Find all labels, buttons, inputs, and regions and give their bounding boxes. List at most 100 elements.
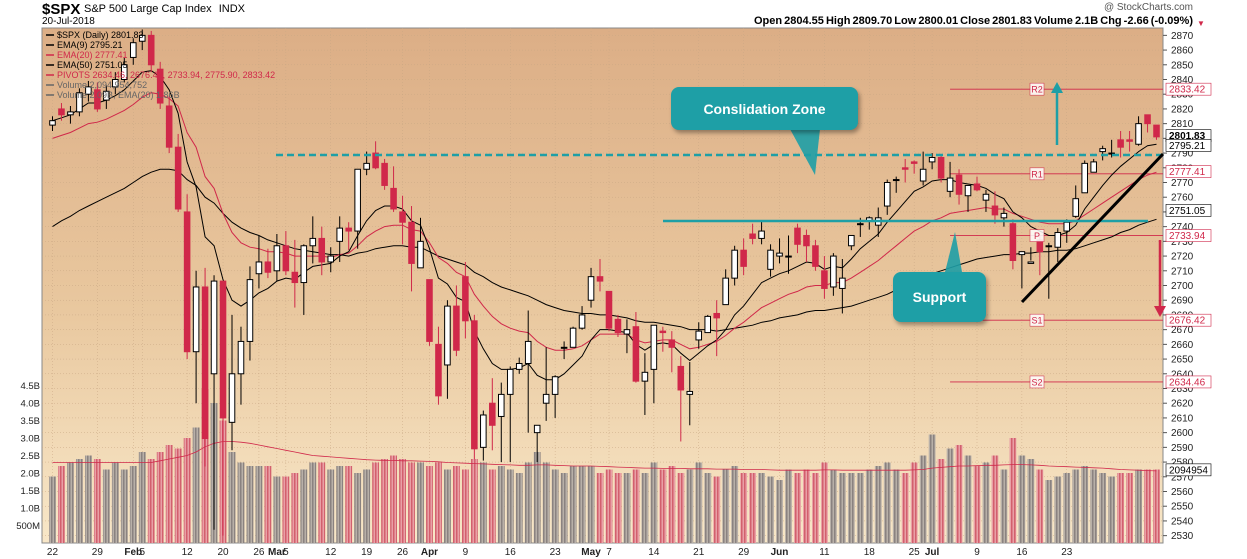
y-tick-label: 2770 (1171, 178, 1194, 189)
candle-body (471, 320, 478, 450)
price-label-box (1165, 82, 1212, 96)
pivot-label: R1 (1031, 169, 1043, 179)
volume-bar (192, 427, 200, 543)
price-label-box (1165, 229, 1212, 242)
volume-bar (946, 448, 954, 543)
candle-body (506, 368, 514, 395)
volume-bar (417, 462, 424, 543)
candle-body (58, 108, 65, 116)
volume-bar (964, 455, 972, 543)
price-label: 2751.05 (1169, 206, 1206, 217)
volume-ema-line (52, 441, 1157, 472)
price-label: 2833.42 (1169, 85, 1206, 96)
y-tick-label: 2560 (1171, 487, 1194, 498)
candle-body (264, 261, 272, 273)
candle-body (569, 327, 577, 348)
volume-bar (803, 469, 810, 543)
symbol-title: $SPX (42, 1, 80, 18)
x-tick-label: 20 (217, 547, 229, 558)
candle-body (551, 376, 559, 395)
candle-body (731, 249, 738, 279)
candle-body (462, 276, 469, 322)
candle-body (129, 42, 137, 58)
x-tick-label: 18 (864, 547, 876, 558)
candle-body (1081, 162, 1088, 194)
candle-body (857, 223, 864, 226)
price-label: 2801.83 (1169, 131, 1206, 142)
watermark: @ StockCharts.com (1103, 2, 1193, 13)
legend-item: EMA(9) 2795.21 (57, 40, 123, 50)
y-tick-label: 2580 (1171, 458, 1194, 469)
candle-body (641, 371, 649, 382)
legend-item: Volume 2.09B, EMA(20) 1.86B (57, 90, 180, 100)
candle-body (318, 237, 326, 263)
x-tick-label: 19 (361, 547, 373, 558)
candle-body (839, 277, 846, 289)
volume-tick-label: 3.5B (20, 416, 40, 427)
volume-bar (67, 462, 74, 543)
candle-body (542, 393, 550, 404)
volume-bar (560, 473, 568, 543)
pivot-label: S1 (1031, 316, 1042, 326)
y-tick-label: 2640 (1171, 369, 1194, 380)
candle-body (201, 286, 209, 440)
volume-bar (587, 466, 595, 543)
candle-body (85, 86, 92, 95)
y-tick-label: 2730 (1171, 237, 1194, 248)
volume-bar (1000, 469, 1008, 543)
candle-body (192, 286, 200, 353)
chg-down-icon: ▼ (1197, 19, 1205, 28)
candle-body (605, 290, 613, 329)
volume-bar (659, 469, 667, 543)
candle-body (919, 168, 927, 182)
volume-bar (973, 466, 981, 543)
support-label: Support (912, 289, 967, 305)
candle-body (794, 227, 801, 245)
consolidation-callout-pointer (790, 129, 820, 175)
volume-bar (650, 462, 658, 543)
volume-bar (291, 473, 299, 543)
volume-bar (282, 476, 290, 543)
y-tick-label: 2610 (1171, 413, 1194, 424)
volume-bar (372, 462, 380, 543)
volume-bar (596, 473, 604, 543)
price-label-box (1165, 313, 1212, 327)
volume-bar (452, 466, 460, 543)
candle-body (138, 34, 146, 42)
price-label-box (1165, 165, 1212, 178)
support-callout-pointer (945, 232, 962, 272)
volume-bar (829, 469, 837, 543)
candle-body (1063, 221, 1071, 232)
candle-body (821, 270, 828, 289)
volume-bar (614, 473, 622, 543)
volume-ema20-line (52, 441, 1157, 472)
candle-body (76, 92, 83, 113)
candle-body (704, 315, 712, 334)
volume-bar (919, 455, 927, 543)
volume-bar (632, 469, 640, 543)
x-tick-label: May (581, 547, 601, 558)
candle-body (578, 314, 586, 329)
candle-body (156, 68, 164, 104)
volume-bar (677, 473, 685, 543)
candle-body (174, 146, 182, 210)
y-tick-label: 2630 (1171, 384, 1194, 395)
volume-bar (515, 473, 523, 543)
up-arrow-icon (1051, 82, 1063, 93)
candle-body (1117, 139, 1124, 148)
candle-body (381, 162, 388, 186)
y-tick-label: 2540 (1171, 516, 1194, 527)
volume-bar (695, 462, 703, 543)
volume-bar (883, 462, 891, 543)
volume-bar (982, 462, 990, 543)
legend-item: EMA(50) 2751.05 (57, 60, 128, 70)
rising-trendline (1020, 152, 1165, 304)
volume-bar (551, 469, 559, 543)
volume-tick-label: 500M (16, 521, 40, 532)
volume-bar (641, 473, 649, 543)
volume-bar (874, 466, 882, 543)
